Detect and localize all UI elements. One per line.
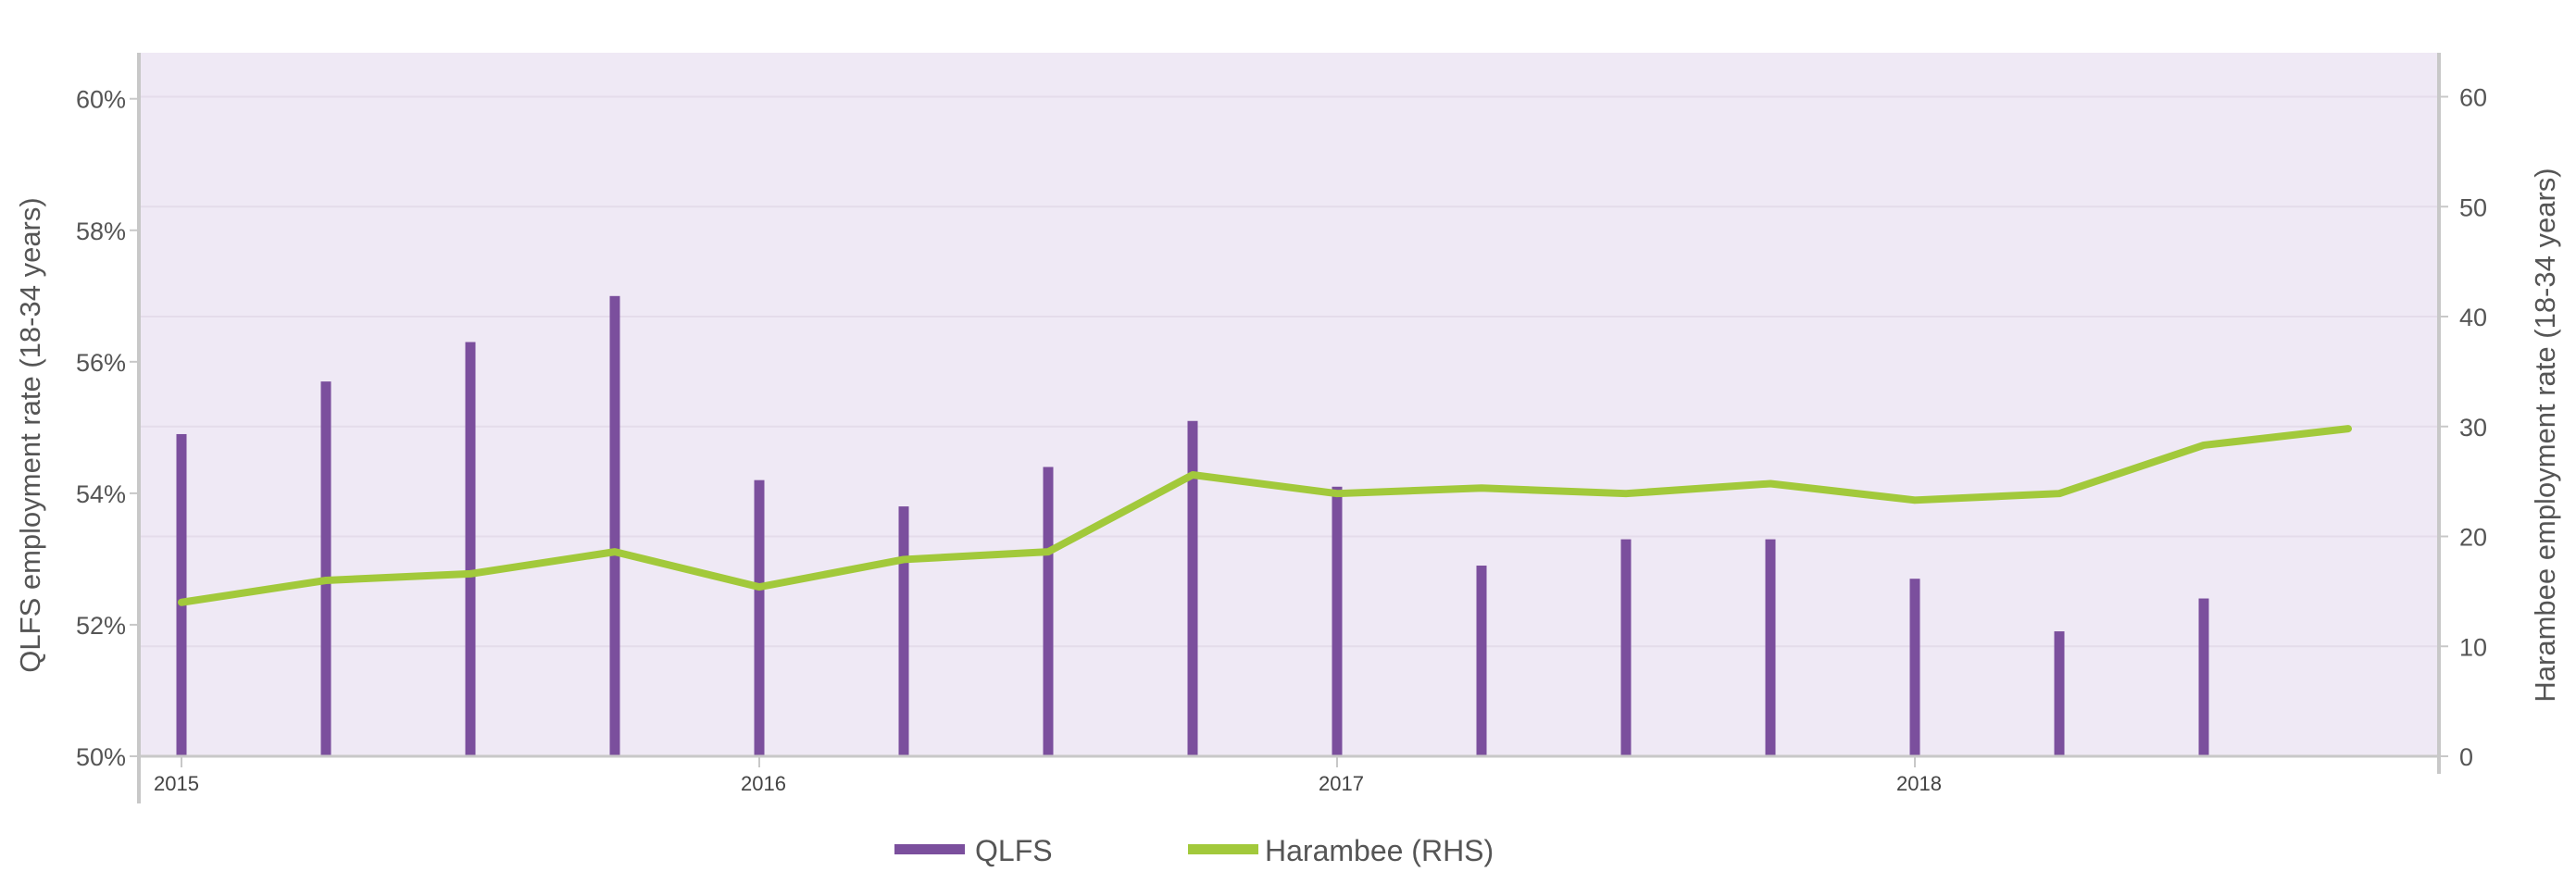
left-tick-label-2: 54%	[76, 480, 126, 508]
left-axis-ticks: 50% 52% 54% 56% 58% 60%	[76, 86, 139, 771]
left-tick-label-1: 52%	[76, 612, 126, 640]
harambee-line	[178, 425, 2352, 606]
right-tick-label-0: 0	[2459, 743, 2473, 771]
qlfs-bar-8	[1332, 486, 1343, 756]
legend-swatch-harambee	[1188, 844, 1258, 854]
x-tick-label-1: 2016	[741, 772, 786, 795]
legend-swatch-qlfs	[894, 844, 965, 854]
qlfs-bar-7	[1187, 420, 1198, 756]
qlfs-bar-10	[1620, 539, 1632, 756]
right-tick-label-3: 30	[2459, 414, 2487, 442]
left-tick-label-0: 50%	[76, 743, 126, 771]
qlfs-bar-14	[2198, 598, 2209, 756]
qlfs-bar-4	[754, 479, 765, 756]
qlfs-bar-11	[1765, 539, 1776, 756]
qlfs-bar-9	[1476, 566, 1487, 756]
qlfs-bar-1	[320, 381, 331, 756]
right-tick-label-2: 20	[2459, 524, 2487, 552]
right-tick-label-6: 60	[2459, 84, 2487, 112]
x-axis-ticks: 2015 2016 2017 2018	[154, 756, 1942, 795]
right-axis-label: Harambee employment rate (18-34 years)	[2529, 168, 2561, 702]
qlfs-bar-2	[465, 342, 476, 756]
legend-label-harambee: Harambee (RHS)	[1265, 834, 1494, 867]
left-tick-label-4: 58%	[76, 218, 126, 245]
harambee-line-layer	[178, 425, 2352, 606]
legend-label-qlfs: QLFS	[975, 834, 1053, 867]
qlfs-bars	[176, 295, 2209, 756]
qlfs-bar-0	[176, 433, 187, 756]
left-axis-label: QLFS employment rate (18-34 years)	[14, 197, 46, 672]
legend: QLFS Harambee (RHS)	[894, 834, 1494, 867]
qlfs-bar-5	[898, 506, 909, 756]
right-axis-ticks: 0 10 20 30 40 50 60	[2439, 84, 2487, 771]
x-tick-label-2: 2017	[1319, 772, 1364, 795]
qlfs-bar-13	[2054, 631, 2065, 756]
right-tick-label-4: 40	[2459, 304, 2487, 331]
right-tick-label-5: 50	[2459, 193, 2487, 221]
qlfs-bar-6	[1043, 467, 1054, 756]
right-tick-label-1: 10	[2459, 633, 2487, 661]
x-tick-label-3: 2018	[1896, 772, 1942, 795]
qlfs-bar-12	[1909, 579, 1920, 756]
x-tick-label-0: 2015	[154, 772, 199, 795]
qlfs-bar-3	[609, 295, 620, 756]
plot-background	[139, 53, 2439, 756]
left-tick-label-3: 56%	[76, 349, 126, 377]
axes	[137, 53, 2441, 803]
left-tick-label-5: 60%	[76, 86, 126, 114]
